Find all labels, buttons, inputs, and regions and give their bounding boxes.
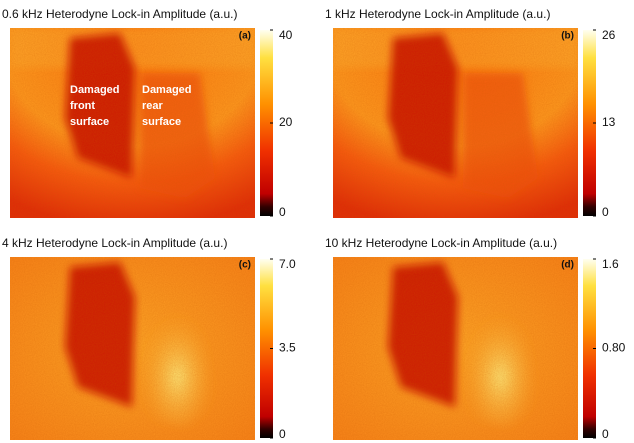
annotation: Damaged [70, 84, 120, 96]
panel-title: 4 kHz Heterodyne Lock-in Amplitude (a.u.… [2, 236, 227, 250]
thermal-image [10, 28, 255, 218]
colorbar [583, 30, 596, 216]
colorbar [260, 30, 273, 216]
colorbar-tick-label: 20 [279, 115, 293, 129]
colorbar-tick-label: 0.80 [602, 341, 626, 355]
annotation: front [70, 100, 95, 112]
image-noise [10, 257, 255, 440]
image-noise [333, 257, 578, 440]
colorbar [583, 259, 596, 438]
colorbar-tick-label: 13 [602, 115, 616, 129]
annotation: surface [142, 116, 181, 128]
colorbar-tick-label: 40 [279, 28, 293, 42]
thermal-image [333, 257, 578, 440]
colorbar-tick-label: 0 [279, 205, 286, 219]
panel-label: (d) [561, 260, 574, 271]
colorbar-tick-label: 0 [602, 205, 609, 219]
colorbar [260, 259, 273, 438]
thermal-image [10, 257, 255, 440]
panel-title: 10 kHz Heterodyne Lock-in Amplitude (a.u… [325, 236, 557, 250]
image-noise [333, 28, 578, 218]
panel-label: (a) [239, 31, 251, 42]
panel-title: 0.6 kHz Heterodyne Lock-in Amplitude (a.… [2, 7, 237, 21]
panel-label: (b) [561, 31, 574, 42]
panel-title: 1 kHz Heterodyne Lock-in Amplitude (a.u.… [325, 7, 550, 21]
annotation: rear [142, 100, 164, 112]
panel-label: (c) [239, 260, 251, 271]
colorbar-tick-label: 0 [602, 427, 609, 441]
colorbar-tick-label: 3.5 [279, 341, 296, 355]
annotation: Damaged [142, 84, 192, 96]
colorbar-tick-label: 0 [279, 427, 286, 441]
colorbar-tick-label: 7.0 [279, 257, 296, 271]
annotation: surface [70, 116, 109, 128]
colorbar-tick-label: 26 [602, 28, 616, 42]
thermal-image [333, 28, 578, 218]
image-noise [10, 28, 255, 218]
colorbar-tick-label: 1.6 [602, 257, 619, 271]
